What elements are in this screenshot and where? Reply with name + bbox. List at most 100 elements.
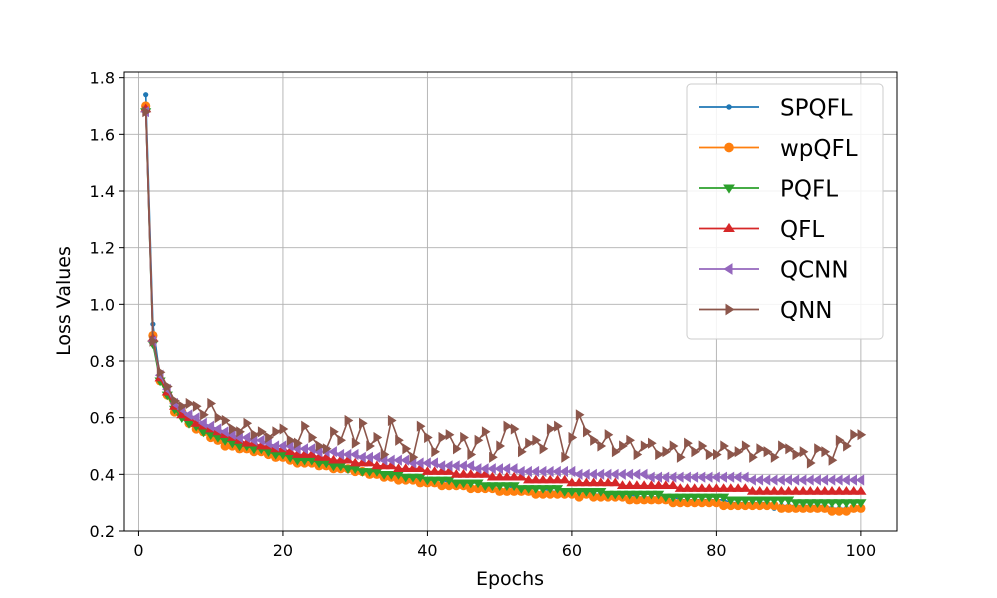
y-tick-label: 1.0 [90, 295, 115, 314]
legend-marker [726, 104, 732, 110]
data-point-wpqfl [711, 498, 721, 508]
data-point-pqfl [313, 459, 325, 469]
data-point-qfl [537, 474, 549, 484]
data-point-qcnn [422, 457, 431, 469]
data-point-pqfl [631, 490, 643, 500]
data-point-qcnn [393, 454, 402, 466]
data-point-qnn [843, 440, 852, 452]
data-point-qcnn [407, 457, 417, 469]
legend-label: QNN [780, 298, 833, 324]
data-point-qcnn [740, 471, 749, 483]
data-point-qfl [544, 474, 556, 484]
data-point-wpqfl [690, 498, 700, 508]
data-point-wpqfl [646, 495, 656, 505]
data-point-wpqfl [668, 498, 678, 508]
series-pqfl [140, 108, 867, 508]
data-point-qfl [436, 466, 448, 475]
data-point-qcnn [841, 474, 850, 486]
data-point-qnn [633, 448, 643, 461]
data-point-qcnn [732, 471, 742, 483]
data-point-qcnn [819, 474, 829, 486]
data-point-qnn [322, 443, 332, 455]
data-point-qcnn [768, 474, 778, 486]
data-point-qcnn [718, 471, 727, 483]
data-point-qcnn [530, 465, 540, 478]
data-point-qnn [799, 446, 809, 458]
data-point-qcnn [255, 434, 265, 446]
data-point-pqfl [566, 488, 578, 497]
data-point-qfl [631, 480, 643, 489]
data-point-qcnn [386, 454, 395, 466]
data-point-qnn [257, 426, 267, 438]
data-point-qcnn [544, 465, 554, 478]
data-point-qnn [619, 440, 628, 452]
data-point-qfl [804, 486, 816, 495]
data-point-qfl [797, 486, 809, 495]
data-point-pqfl [544, 485, 556, 494]
data-point-wpqfl [849, 503, 859, 513]
data-point-qfl [725, 483, 737, 492]
data-point-qfl [696, 483, 708, 492]
data-point-qcnn [624, 468, 634, 480]
data-point-qnn [850, 429, 859, 441]
data-point-qnn [416, 420, 426, 432]
data-point-pqfl [364, 468, 376, 477]
data-point-pqfl [291, 456, 303, 466]
data-point-qfl [349, 457, 361, 467]
data-point-pqfl [327, 462, 340, 472]
data-point-qfl [392, 463, 405, 472]
data-point-qcnn [429, 457, 438, 469]
data-point-qnn [279, 423, 289, 435]
data-point-qcnn [479, 463, 489, 475]
data-point-qnn [648, 437, 657, 449]
data-point-pqfl [710, 493, 722, 503]
data-point-qfl [385, 460, 397, 470]
data-point-pqfl [436, 476, 448, 486]
data-point-wpqfl [545, 489, 555, 499]
legend-label: wpQFL [780, 136, 858, 162]
data-point-wpqfl [719, 500, 729, 511]
data-point-qcnn [703, 471, 713, 483]
data-point-pqfl [602, 490, 614, 500]
data-point-wpqfl [574, 492, 584, 502]
y-tick-label: 0.4 [90, 465, 115, 484]
data-point-qfl [761, 486, 773, 495]
axis-ticks: 0 20 40 60 80 100 0.2 0.4 0.6 0.8 1.0 1.2 1.4 1.6 1.8 [90, 69, 877, 560]
data-point-pqfl [811, 499, 824, 508]
data-point-qnn [409, 451, 419, 463]
data-point-wpqfl [784, 503, 794, 513]
data-point-wpqfl [820, 503, 830, 513]
data-point-qfl [674, 483, 686, 492]
data-point-pqfl [681, 493, 694, 503]
plot-frame [123, 71, 898, 532]
data-point-qfl [588, 477, 600, 487]
data-point-pqfl [739, 496, 751, 506]
data-point-qcnn [414, 457, 424, 469]
data-point-pqfl [624, 490, 636, 500]
data-point-pqfl [414, 473, 426, 483]
x-tick-label: 100 [846, 541, 877, 560]
legend-item-pqfl: PQFL [699, 177, 838, 203]
data-point-qnn [221, 414, 231, 427]
data-point-qcnn [783, 474, 792, 486]
y-tick-label: 1.6 [90, 125, 115, 144]
data-point-qfl [573, 477, 585, 487]
data-point-qcnn [465, 460, 475, 472]
data-point-pqfl [660, 493, 672, 503]
data-point-qnn [387, 414, 397, 427]
data-point-wpqfl [531, 489, 541, 499]
data-point-qcnn [595, 468, 605, 480]
data-point-qnn [756, 443, 766, 455]
data-point-qcnn [747, 474, 756, 486]
data-point-qcnn [776, 474, 785, 486]
data-point-wpqfl [697, 498, 707, 508]
data-point-wpqfl [632, 495, 642, 505]
data-point-qnn [481, 426, 491, 438]
data-point-wpqfl [495, 486, 505, 496]
data-point-qnn [525, 437, 534, 449]
data-point-qfl [811, 486, 824, 495]
series-qnn [142, 106, 867, 469]
data-point-qnn [611, 446, 621, 458]
data-point-qfl [457, 469, 470, 478]
